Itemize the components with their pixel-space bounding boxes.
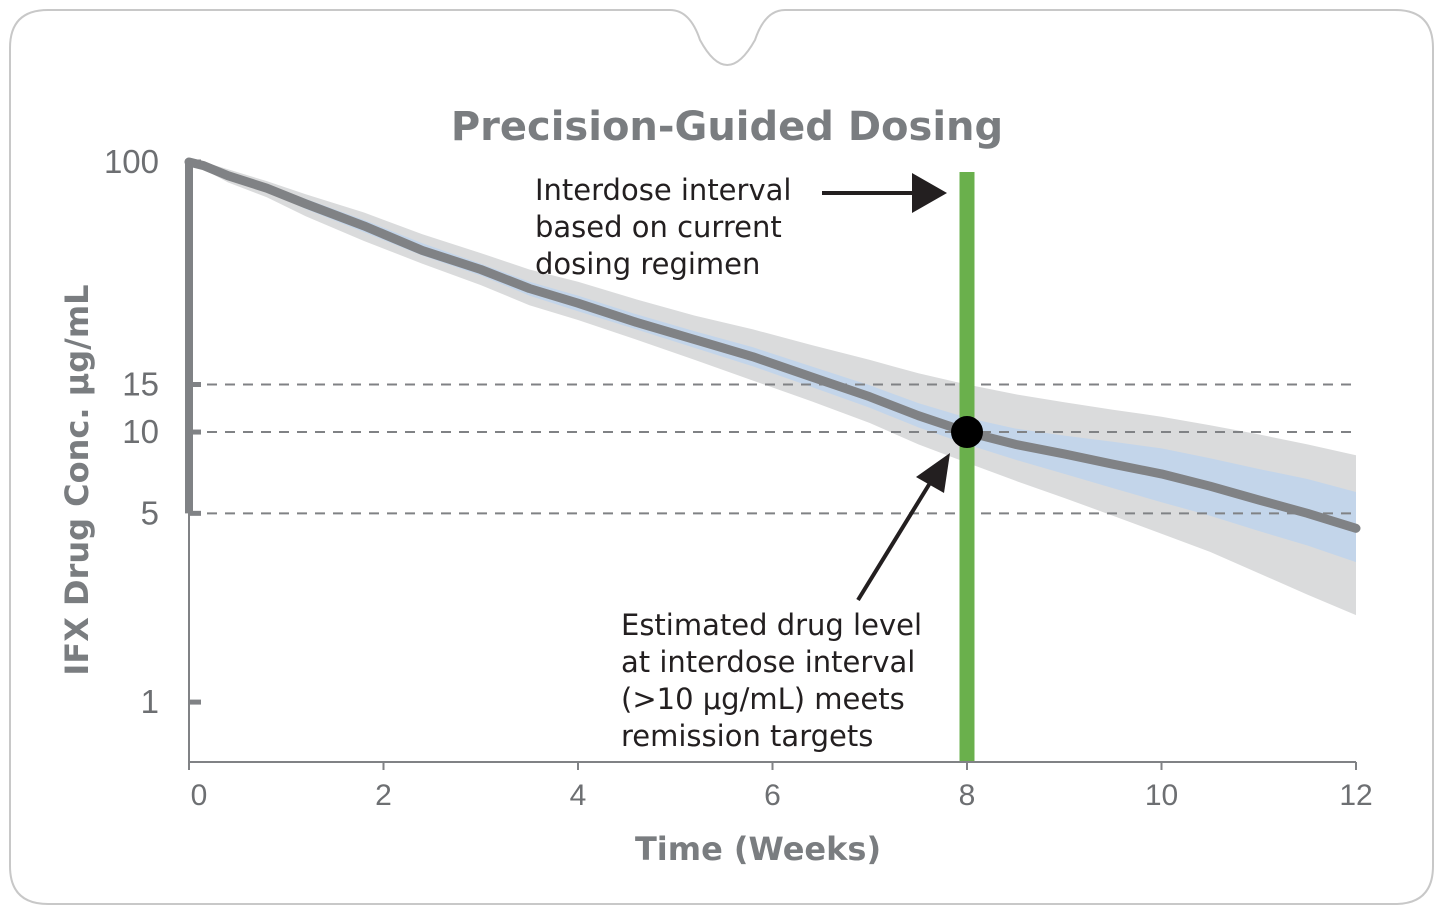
y-tick-label: 1 xyxy=(141,683,159,720)
x-tick-label: 12 xyxy=(1339,779,1372,812)
series-line xyxy=(184,157,1361,533)
estimated-level-point xyxy=(951,416,983,449)
chart-title: Precision-Guided Dosing xyxy=(451,104,1003,150)
y-tick-label: 100 xyxy=(104,143,159,180)
x-axis-label: Time (Weeks) xyxy=(635,830,881,868)
x-tick-label: 10 xyxy=(1145,779,1178,812)
x-tick-label: 2 xyxy=(375,779,392,812)
y-tick-label: 5 xyxy=(141,494,159,531)
x-tick-label: 0 xyxy=(191,779,208,812)
x-tick-label: 6 xyxy=(764,779,781,812)
interdose-interval-annotation: Interdose interval based on current dosing… xyxy=(535,173,791,281)
level-arrow-head xyxy=(916,453,950,493)
x-tick-label: 4 xyxy=(570,779,587,812)
level-arrow-shaft xyxy=(856,481,932,602)
concentration-curve xyxy=(184,157,1361,533)
estimated-level-annotation: Estimated drug level at interdose interva… xyxy=(621,608,922,753)
reference-lines xyxy=(189,383,1356,515)
x-tick-label: 8 xyxy=(959,779,976,812)
annotations: Interdose interval based on current dosing… xyxy=(535,173,950,753)
y-axis-label: IFX Drug Conc. μg/mL xyxy=(58,284,96,675)
interval-arrow-head xyxy=(912,173,947,213)
y-tick-label: 10 xyxy=(122,413,159,450)
y-tick-label: 15 xyxy=(122,365,159,402)
